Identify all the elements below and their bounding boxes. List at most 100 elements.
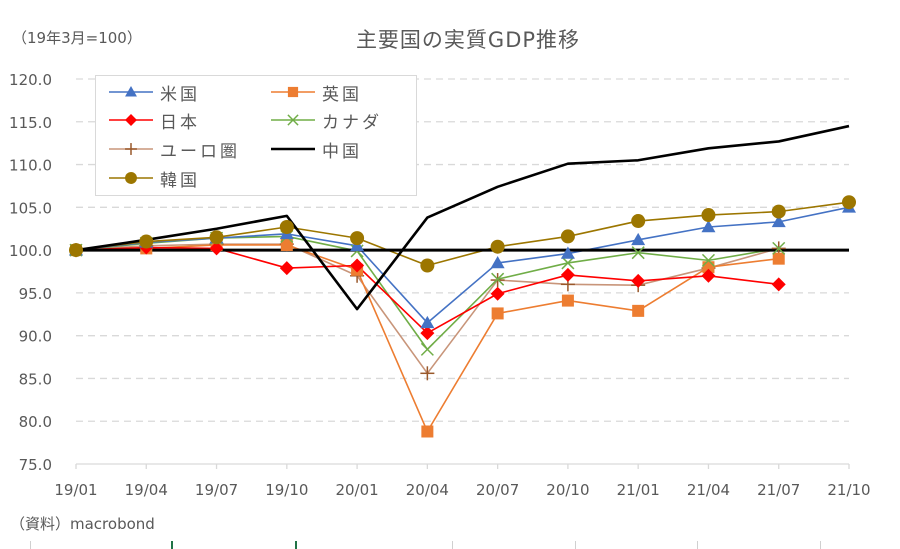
legend-label: カナダ: [322, 112, 382, 133]
data-point: [561, 294, 574, 307]
data-point: [701, 253, 715, 267]
data-point: [209, 230, 224, 245]
y-tick-label: 90.0: [19, 328, 52, 346]
data-point: [560, 246, 575, 259]
x-tick-label: 20/04: [406, 481, 449, 499]
legend-marker-square-icon: [271, 86, 315, 98]
series-markers: [69, 195, 856, 438]
series-line-6: [75, 201, 850, 267]
legend-label: 韓国: [160, 170, 200, 191]
legend-marker-plus-icon: [109, 143, 153, 155]
y-tick-label: 80.0: [19, 413, 52, 431]
legend-label: ユーロ圏: [160, 141, 240, 162]
data-point: [701, 208, 716, 223]
data-point: [771, 277, 786, 292]
data-point: [632, 304, 645, 317]
legend-marker: [287, 86, 299, 98]
legend-line-icon: [271, 147, 315, 151]
data-point: [771, 214, 786, 228]
y-tick-label: 85.0: [19, 370, 52, 388]
data-point: [420, 342, 434, 356]
y-tick-label: 120.0: [9, 71, 52, 89]
data-point: [69, 243, 83, 258]
data-point: [560, 229, 575, 244]
legend-marker: [125, 86, 137, 97]
y-tick-label: 110.0: [9, 157, 52, 175]
legend-item-uk: 英国: [270, 79, 362, 105]
data-point: [772, 241, 786, 255]
data-point: [631, 232, 646, 246]
x-tick-label: 20/01: [335, 481, 378, 499]
x-tick-label: 19/01: [54, 481, 97, 499]
legend-item-japan: 日本: [108, 107, 200, 133]
data-point: [490, 239, 505, 254]
sheet-gridline-fragment: [452, 541, 453, 549]
data-point: [420, 315, 435, 329]
sheet-gridline-fragment: [820, 541, 821, 549]
data-point: [701, 220, 716, 233]
sheet-gridline-fragment: [575, 541, 576, 549]
source-label: （資料）macrobond: [10, 515, 155, 533]
data-point: [420, 258, 435, 273]
data-point: [350, 231, 365, 246]
x-axis-tick-labels: 19/01 19/04 19/07 19/10 20/01 20/04 20/07 20/10…: [54, 481, 870, 499]
y-axis-tick-labels: 75.0 80.0 85.0 90.0 95.0 100.0 105.0 110.0 115.0…: [9, 71, 52, 474]
data-point: [490, 286, 505, 301]
series-line-5: [75, 124, 850, 311]
chart-title: 主要国の実質GDP推移: [355, 28, 581, 52]
data-point: [491, 307, 504, 320]
data-point: [139, 234, 154, 249]
legend-item-us: 米国: [108, 79, 200, 105]
legend-marker-triangle-icon: [109, 86, 153, 97]
legend-item-canada: カナダ: [270, 107, 382, 133]
legend: 米国 英国 日本 カナダ ユーロ圏 中国 韓国: [95, 75, 417, 196]
legend-label: 中国: [322, 141, 362, 162]
data-point: [350, 258, 365, 273]
y-tick-label: 75.0: [19, 456, 52, 474]
x-tick-label: 21/07: [757, 481, 800, 499]
data-point: [631, 214, 646, 229]
sheet-gridline-fragment: [697, 541, 698, 549]
data-point: [279, 220, 294, 235]
legend-label: 英国: [322, 84, 362, 105]
data-point: [490, 255, 505, 269]
legend-label: 米国: [160, 84, 200, 105]
x-tick-label: 19/07: [195, 481, 238, 499]
legend-item-china: 中国: [270, 136, 362, 162]
data-point: [561, 256, 575, 270]
data-point: [842, 195, 856, 210]
unit-label: （19年3月=100）: [12, 29, 142, 47]
legend-marker: [287, 114, 299, 126]
data-point: [420, 366, 435, 381]
sheet-gridline-fragment: [30, 541, 31, 549]
y-tick-label: 105.0: [9, 199, 52, 217]
y-tick-label: 100.0: [9, 242, 52, 260]
data-point: [420, 326, 435, 341]
legend-marker: [125, 143, 137, 155]
data-point: [491, 272, 505, 286]
x-tick-label: 21/10: [827, 481, 870, 499]
y-tick-label: 95.0: [19, 285, 52, 303]
data-point: [772, 252, 785, 265]
y-tick-label: 115.0: [9, 114, 52, 132]
legend-marker: [125, 114, 137, 126]
sheet-selection-fragment: [171, 541, 173, 549]
data-point: [279, 261, 294, 276]
legend-item-eurozone: ユーロ圏: [108, 136, 240, 162]
series-line-0: [75, 206, 850, 324]
legend-marker-circle-icon: [109, 172, 153, 184]
legend-item-korea: 韓国: [108, 165, 200, 191]
x-tick-label: 19/10: [265, 481, 308, 499]
x-tick-label: 21/04: [687, 481, 730, 499]
legend-label: 日本: [160, 112, 200, 133]
x-tick-label: 21/01: [617, 481, 660, 499]
x-tick-label: 20/07: [476, 481, 519, 499]
data-point: [421, 425, 434, 438]
data-point: [280, 238, 293, 251]
sheet-selection-fragment: [295, 541, 297, 549]
data-point: [701, 268, 716, 283]
data-point: [631, 273, 646, 288]
x-tick-label: 19/04: [125, 481, 168, 499]
x-tick-label: 20/10: [546, 481, 589, 499]
